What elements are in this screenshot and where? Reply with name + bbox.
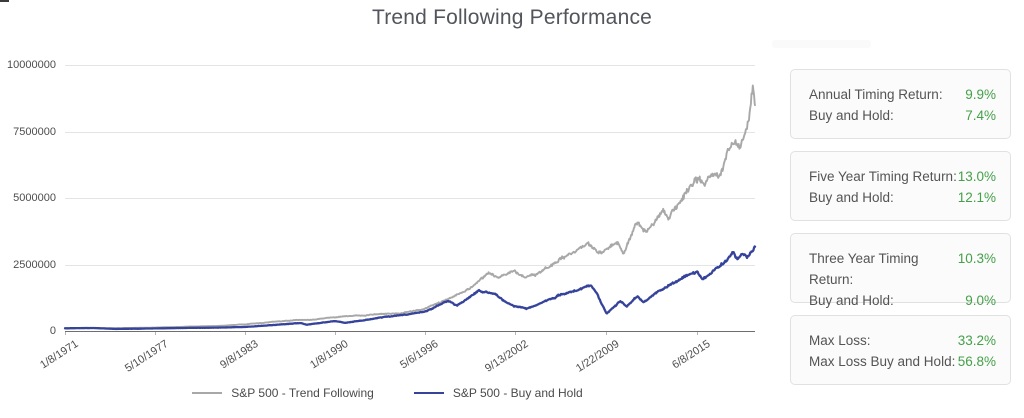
x-tick-mark: [515, 332, 516, 335]
gridline: [65, 198, 755, 199]
stat-row: Annual Timing Return: 9.9%: [809, 84, 996, 105]
y-tick-label: 2500000: [13, 259, 56, 271]
stat-label: Max Loss:: [809, 333, 871, 348]
x-tick-mark: [65, 332, 66, 335]
legend-label-trend-following: S&P 500 - Trend Following: [231, 386, 374, 400]
buy-and-hold-line: [63, 245, 757, 331]
chart-title: Trend Following Performance: [371, 6, 653, 29]
legend-label-buy-and-hold: S&P 500 - Buy and Hold: [452, 386, 583, 400]
gridline: [65, 265, 755, 266]
stat-label: Buy and Hold:: [809, 293, 894, 308]
stat-label: Buy and Hold:: [809, 108, 894, 123]
stat-value: 9.9%: [965, 87, 996, 102]
stat-card-0: Annual Timing Return: 9.9% Buy and Hold: 7.…: [790, 69, 1011, 139]
stat-label: Buy and Hold:: [809, 190, 894, 205]
x-tick-mark: [425, 332, 426, 335]
stat-row: Buy and Hold: 9.0%: [809, 290, 996, 311]
stat-value: 10.3%: [957, 251, 996, 266]
buy-and-hold-line-swatch: [413, 392, 444, 394]
chart-area: 0 2500000 5000000 7500000 10000000 1/8/1971 5…: [0, 59, 775, 400]
x-tick-mark: [245, 332, 246, 335]
stat-label: Three Year Timing Return:: [809, 251, 919, 287]
line-plot: [63, 84, 757, 331]
y-tick-label: 10000000: [7, 59, 56, 71]
ghost-bar: [772, 40, 871, 48]
x-tick-mark: [335, 332, 336, 335]
stat-value: 56.8%: [957, 354, 996, 369]
legend-item-trend-following: S&P 500 - Trend Following: [192, 386, 374, 400]
stat-label: Annual Timing Return:: [809, 87, 943, 102]
stat-card-1: Five Year Timing Return: 13.0% Buy and Hol…: [790, 151, 1011, 221]
x-axis-line: [65, 331, 755, 332]
y-tick-label: 0: [49, 325, 56, 337]
stat-label: Five Year Timing Return:: [809, 169, 957, 184]
stat-value: 12.1%: [957, 190, 996, 205]
stat-row: Buy and Hold: 12.1%: [809, 187, 996, 208]
gridline: [65, 65, 755, 66]
stat-row: Three Year Timing Return: 10.3%: [809, 248, 996, 290]
stat-row: Five Year Timing Return: 13.0%: [809, 166, 996, 187]
stat-value: 13.0%: [957, 169, 996, 184]
stat-value: 7.4%: [965, 108, 996, 123]
stat-value: 9.0%: [965, 293, 996, 308]
trend-following-line: [64, 84, 756, 330]
legend-item-buy-and-hold: S&P 500 - Buy and Hold: [413, 386, 583, 400]
stat-card-3: Max Loss: 33.2% Max Loss Buy and Hold: 56.8…: [790, 315, 1011, 385]
stat-card-2: Three Year Timing Return: 10.3% Buy and Ho…: [790, 233, 1011, 308]
x-tick-mark: [606, 332, 607, 335]
trend-following-line-swatch: [192, 392, 223, 394]
stats-panel: Annual Timing Return: 9.9% Buy and Hold: 7.…: [790, 69, 1011, 397]
stat-row: Max Loss Buy and Hold: 56.8%: [809, 351, 996, 372]
x-tick-mark: [697, 332, 698, 335]
stat-row: Buy and Hold: 7.4%: [809, 105, 996, 126]
corner-artifact: [0, 0, 9, 2]
legend: S&P 500 - Trend Following S&P 500 - Buy …: [0, 386, 775, 400]
stat-label: Max Loss Buy and Hold:: [809, 354, 956, 369]
y-tick-label: 5000000: [13, 192, 56, 204]
gridline: [65, 132, 755, 133]
y-tick-label: 7500000: [13, 126, 56, 138]
x-tick-mark: [155, 332, 156, 335]
stat-value: 33.2%: [957, 333, 996, 348]
stat-row: Max Loss: 33.2%: [809, 330, 996, 351]
